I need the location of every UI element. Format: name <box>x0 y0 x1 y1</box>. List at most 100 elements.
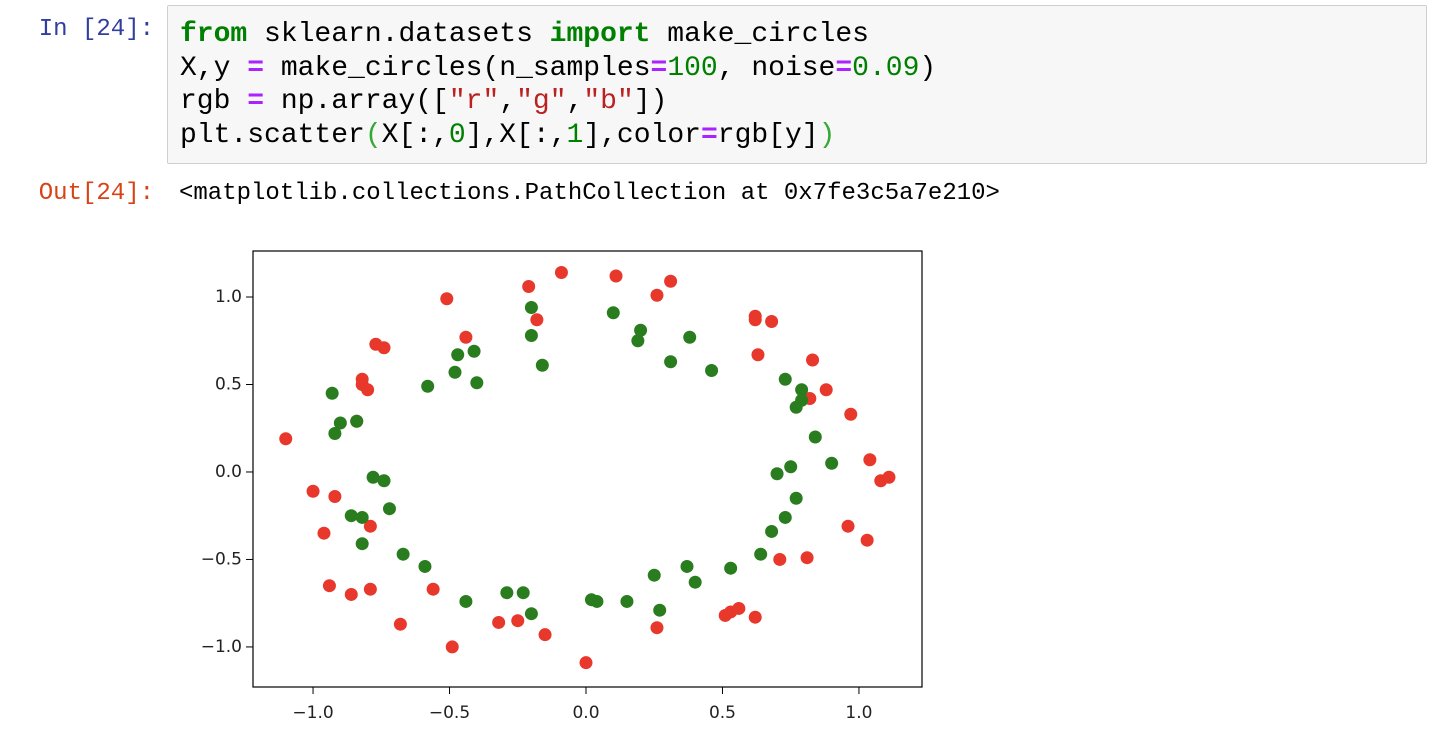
code: from sklearn.datasets import make_circle… <box>180 18 936 153</box>
point <box>808 430 822 444</box>
point <box>748 309 762 323</box>
token: make_circles(n_samples <box>264 52 651 84</box>
x-tick-label: 1.0 <box>845 703 872 723</box>
point <box>705 363 719 377</box>
token: ) <box>919 52 937 84</box>
token: 100 <box>667 52 718 84</box>
point <box>344 509 358 523</box>
token: ) <box>818 120 836 152</box>
point <box>524 607 538 621</box>
output-prompt: Out[24]: <box>38 180 154 207</box>
point <box>322 579 336 593</box>
token: np.array([ <box>264 86 449 118</box>
point <box>579 656 593 670</box>
x-tick-label: 0.5 <box>709 703 736 723</box>
point <box>393 617 407 631</box>
point <box>421 379 435 393</box>
token: ],color <box>583 120 701 152</box>
point <box>328 426 342 440</box>
point <box>784 460 798 474</box>
point <box>530 313 544 327</box>
token: sklearn.datasets <box>247 19 550 50</box>
point <box>795 383 809 397</box>
code-line: from sklearn.datasets import make_circle… <box>180 18 936 52</box>
point <box>841 519 855 533</box>
point <box>647 568 661 582</box>
point <box>773 552 787 566</box>
token: make_circles <box>650 19 869 50</box>
point <box>806 353 820 367</box>
point <box>590 594 604 608</box>
point <box>538 628 552 642</box>
code-cell[interactable]: from sklearn.datasets import make_circle… <box>167 5 1427 164</box>
token: "g" <box>516 86 567 118</box>
y-tick-label: −1.0 <box>201 637 242 657</box>
point <box>650 621 664 635</box>
point <box>800 551 814 565</box>
point <box>377 341 391 355</box>
point <box>361 383 375 397</box>
token: = <box>650 52 668 84</box>
point <box>754 547 768 561</box>
point <box>448 365 462 379</box>
token: = <box>247 52 265 84</box>
point <box>344 587 358 601</box>
output-text: <matplotlib.collections.PathCollection a… <box>179 180 1000 207</box>
point <box>765 524 779 538</box>
point <box>382 502 396 516</box>
token: ]) <box>633 86 668 118</box>
x-tick-label: −1.0 <box>292 703 333 723</box>
token: import <box>549 19 651 50</box>
point <box>459 594 473 608</box>
code-line: plt.scatter(X[:,0],X[:,1],color=rgb[y]) <box>180 119 936 153</box>
point <box>396 547 410 561</box>
point <box>445 640 459 654</box>
point <box>418 559 432 573</box>
token: rgb <box>180 86 248 118</box>
point <box>492 615 506 629</box>
point <box>366 470 380 484</box>
y-tick-label: 0.0 <box>215 462 242 482</box>
token: 1 <box>566 120 584 152</box>
token: = <box>247 86 265 118</box>
token: ],X[:, <box>465 120 567 152</box>
point <box>863 453 877 467</box>
point <box>664 274 678 288</box>
y-tick-label: 1.0 <box>215 287 242 307</box>
point <box>631 334 645 348</box>
point <box>664 355 678 369</box>
point <box>328 489 342 503</box>
token: = <box>700 120 718 152</box>
point <box>522 280 536 294</box>
point <box>467 344 481 358</box>
point <box>377 474 391 488</box>
point <box>516 586 530 600</box>
token: 0 <box>448 120 466 152</box>
point <box>724 561 738 575</box>
token: , noise <box>717 52 836 84</box>
x-tick-label: 0.0 <box>572 703 599 723</box>
token: , <box>499 86 517 118</box>
x-tick-label: −0.5 <box>429 703 470 723</box>
point <box>470 376 484 390</box>
point <box>680 559 694 573</box>
point <box>683 330 697 344</box>
point <box>778 510 792 524</box>
point <box>524 301 538 315</box>
token: "b" <box>583 86 634 118</box>
point <box>634 323 648 337</box>
point <box>778 372 792 386</box>
plot-frame <box>252 250 923 688</box>
point <box>355 510 369 524</box>
point <box>440 292 454 306</box>
point <box>426 582 440 596</box>
token: "r" <box>448 86 500 118</box>
point <box>825 456 839 470</box>
y-tick-label: 0.5 <box>215 374 242 394</box>
point <box>350 414 364 428</box>
point <box>279 432 293 446</box>
point <box>524 329 538 343</box>
point <box>317 526 331 540</box>
point <box>363 519 377 533</box>
